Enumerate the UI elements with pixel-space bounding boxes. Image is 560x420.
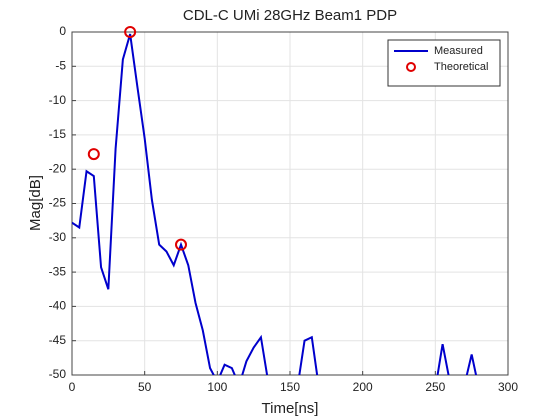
chart-title: CDL-C UMi 28GHz Beam1 PDP [183, 7, 397, 24]
legend-label: Measured [434, 45, 483, 57]
y-tick-label: -30 [49, 230, 67, 244]
y-tick-label: -15 [49, 127, 67, 141]
y-tick-label: -40 [49, 299, 67, 313]
plot-area [72, 33, 478, 375]
y-tick-label: -20 [49, 161, 67, 175]
y-tick-label: -35 [49, 264, 67, 278]
x-tick-label: 200 [353, 380, 373, 394]
legend-swatch [406, 62, 416, 72]
x-tick-label: 250 [425, 380, 445, 394]
x-tick-label: 100 [207, 380, 227, 394]
x-tick-label: 150 [280, 380, 300, 394]
legend-box [387, 39, 501, 87]
y-tick-label: -10 [49, 93, 67, 107]
y-axis-label: Mag[dB] [27, 175, 44, 231]
x-tick-label: 0 [69, 380, 76, 394]
y-tick-label: -50 [49, 367, 67, 381]
data-line [72, 33, 478, 375]
x-axis-label: Time[ns] [262, 400, 319, 417]
data-point [175, 238, 187, 251]
x-tick-label: 50 [138, 380, 152, 394]
y-tick-label: -45 [49, 333, 67, 347]
plot-frame [71, 31, 509, 376]
data-point [124, 26, 137, 38]
data-point [87, 148, 100, 161]
y-tick-label: 0 [59, 24, 66, 38]
y-tick-label: -5 [55, 58, 66, 72]
y-tick-label: -25 [49, 196, 67, 210]
x-tick-label: 300 [498, 380, 518, 394]
legend-label: Theoretical [434, 61, 488, 73]
